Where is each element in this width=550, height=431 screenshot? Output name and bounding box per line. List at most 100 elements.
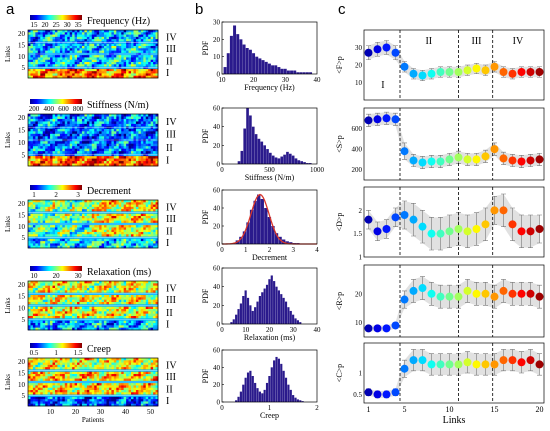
heatmap-cell [91,218,95,221]
heatmap-cell [59,151,63,154]
heatmap-cell [42,245,46,249]
heatmap-cell [69,362,73,366]
heatmap-cell [91,202,95,205]
heatmap-cell [28,290,31,293]
heatmap-cell [116,220,120,224]
heatmap-cell [52,50,56,54]
heatmap-cell [45,75,48,79]
heatmap-cell [111,141,115,145]
heatmap-cell [131,218,134,221]
heatmap-cell [72,313,75,317]
heatmap-cell [50,204,53,208]
heatmap-cell [45,283,48,286]
heatmap-cell [69,367,73,370]
heatmap-cell [89,48,93,51]
heatmap-cell [148,238,151,242]
heatmap-cell [94,371,97,375]
heatmap-cell [84,114,88,117]
heatmap-cell [140,364,144,368]
heatmap-cell [62,50,66,54]
heatmap-cell [77,46,80,49]
heatmap-cell [37,323,41,326]
heatmap-cell [45,327,48,331]
heatmap-cell [104,232,107,235]
heatmap-cell [138,128,142,132]
heatmap-cell [101,59,105,63]
heatmap-cell [126,327,129,331]
heatmap-cell [30,311,34,314]
heatmap-cell [69,148,73,152]
heatmap-cell [108,118,112,122]
heatmap-cell [28,285,31,289]
heatmap-cell [81,163,85,167]
heatmap-cell [74,55,78,58]
heatmap-cell [140,288,144,291]
heatmap-cell [118,136,122,140]
heatmap-cell [69,216,73,219]
heatmap-cell [101,225,105,228]
heatmap-cell [143,136,147,140]
heatmap-cell [101,161,105,164]
heatmap-cell [123,358,127,361]
heatmap-cell [47,71,51,74]
heatmap-cell [116,245,120,249]
heatmap-cell [35,288,39,291]
heatmap-cell [64,285,68,289]
heatmap-cell [74,313,78,317]
heatmap-cell [94,161,97,164]
heatmap-cell [77,206,80,210]
heatmap-cell [69,55,73,58]
heatmap-cell [74,316,78,319]
heatmap-cell [143,36,147,40]
heatmap-cell [118,156,122,159]
region-label: III [166,295,176,306]
heatmap-cell [74,213,78,217]
heatmap-cell [84,362,88,366]
heatmap-cell [150,151,154,154]
heatmap-cell [96,163,100,167]
heatmap-cell [94,295,97,298]
heatmap-cell [111,204,115,208]
heatmap-cell [30,114,34,117]
heatmap-cell [52,128,56,132]
heatmap-cell [133,316,137,319]
heatmap-cell [81,143,85,147]
heatmap-cell [148,285,151,289]
heatmap-cell [143,43,147,47]
heatmap-cell [52,325,56,328]
heatmap-cell [131,299,134,303]
heatmap-cell [153,73,156,77]
heatmap-cell [140,213,144,217]
heatmap-cell [81,323,85,326]
heatmap-cell [50,200,53,203]
heatmap-cell [84,374,88,377]
heatmap-cell [52,131,56,135]
heatmap-cell [86,163,90,167]
heatmap-cell [128,36,132,40]
heatmap-cell [32,114,36,117]
heatmap-cell [121,295,124,298]
heatmap-cell [140,202,144,205]
heatmap-cell [54,156,58,159]
heatmap-cell [155,34,159,38]
heatmap-cell [140,313,144,317]
heatmap-cell [28,225,31,228]
heatmap-cell [79,281,83,284]
heatmap-cell [104,57,107,61]
heatmap-cell [62,75,66,79]
heatmap-cell [42,234,46,237]
heatmap-cell [91,220,95,224]
heatmap-cell [135,57,139,61]
heatmap-cell [91,163,95,167]
heatmap-cell [96,311,100,314]
heatmap-cell [89,225,93,228]
heatmap-cell [116,327,120,331]
heatmap-cell [84,327,88,331]
heatmap-cell [50,229,53,233]
heatmap-cell [104,141,107,145]
heatmap-cell [86,209,90,212]
heatmap-cell [99,156,102,159]
heatmap-cell [86,297,90,300]
heatmap-cell [128,311,132,314]
heatmap-cell [28,36,31,40]
